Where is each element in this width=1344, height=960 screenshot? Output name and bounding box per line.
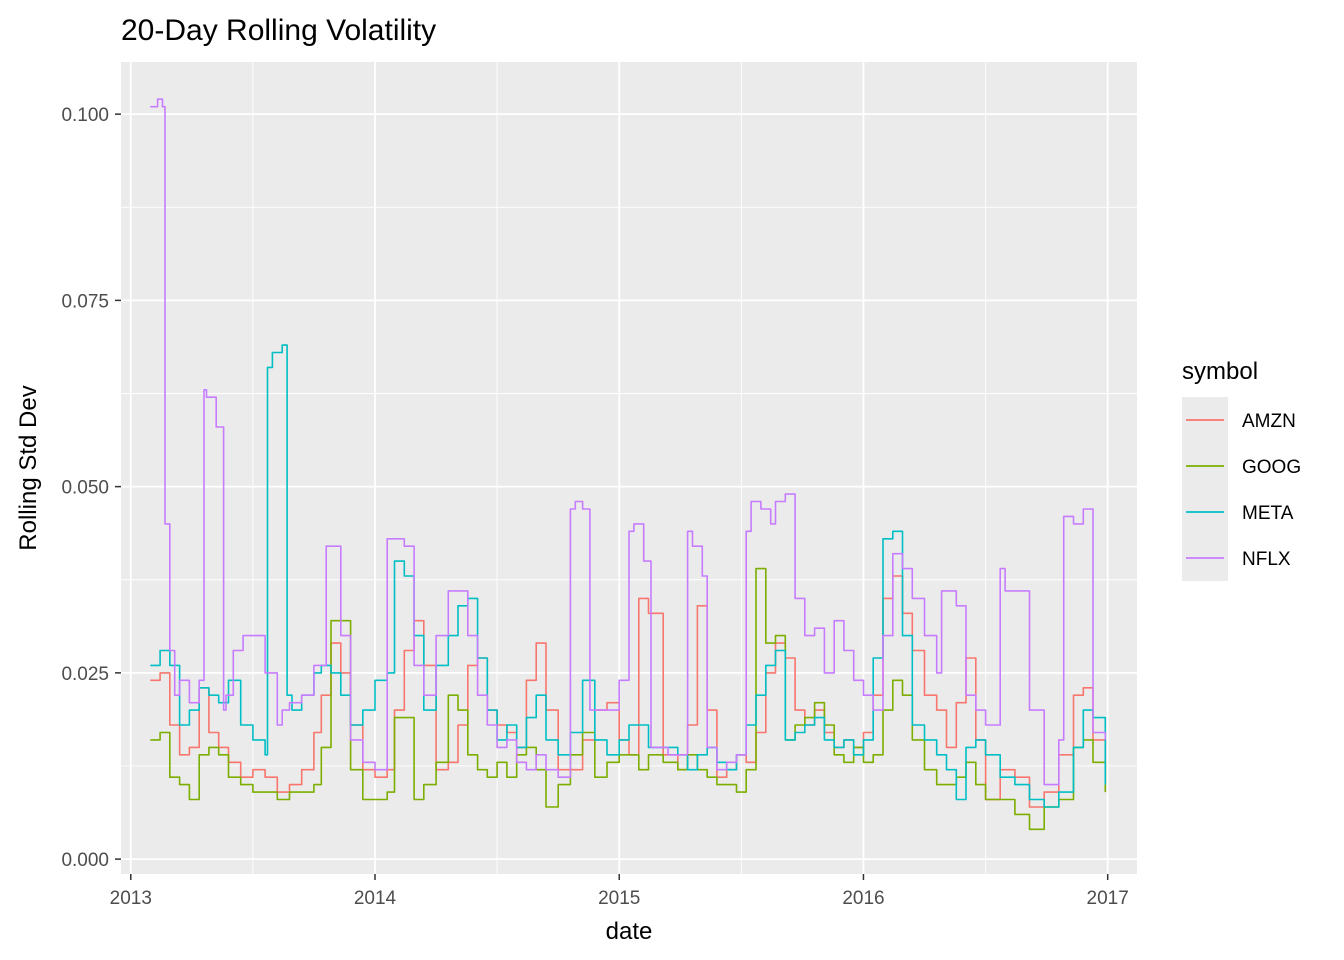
x-tick-label: 2017 bbox=[1087, 888, 1129, 909]
chart-title: 20-Day Rolling Volatility bbox=[121, 14, 436, 47]
x-tick-label: 2015 bbox=[598, 888, 640, 909]
legend-title: symbol bbox=[1182, 358, 1258, 385]
legend-label-amzn: AMZN bbox=[1242, 411, 1296, 432]
y-tick-label: 0.000 bbox=[61, 850, 109, 871]
x-tick-label: 2016 bbox=[842, 888, 884, 909]
series-line-amzn bbox=[150, 575, 1107, 808]
y-tick-label: 0.100 bbox=[61, 105, 109, 126]
x-tick-label: 2014 bbox=[354, 888, 397, 909]
y-tick-label: 0.075 bbox=[61, 291, 109, 312]
x-axis-ticks: 2013 2014 2015 2016 2017 bbox=[110, 874, 1129, 909]
legend-label-goog: GOOG bbox=[1242, 457, 1301, 478]
y-axis-ticks: 0.000 0.025 0.050 0.075 0.100 bbox=[61, 105, 121, 871]
legend-label-nflx: NFLX bbox=[1242, 549, 1291, 570]
y-tick-label: 0.025 bbox=[61, 664, 109, 685]
x-tick-label: 2013 bbox=[110, 888, 152, 909]
legend-label-meta: META bbox=[1242, 503, 1294, 524]
series-line-meta bbox=[150, 344, 1107, 808]
legend: symbol AMZN GOOG META NFLX bbox=[1182, 358, 1301, 581]
series-lines bbox=[150, 98, 1107, 831]
y-tick-label: 0.050 bbox=[61, 478, 109, 499]
x-axis-title: date bbox=[606, 918, 653, 945]
series-line-nflx bbox=[150, 98, 1107, 786]
y-axis-title: Rolling Std Dev bbox=[15, 385, 42, 550]
series-line-goog bbox=[150, 567, 1107, 831]
